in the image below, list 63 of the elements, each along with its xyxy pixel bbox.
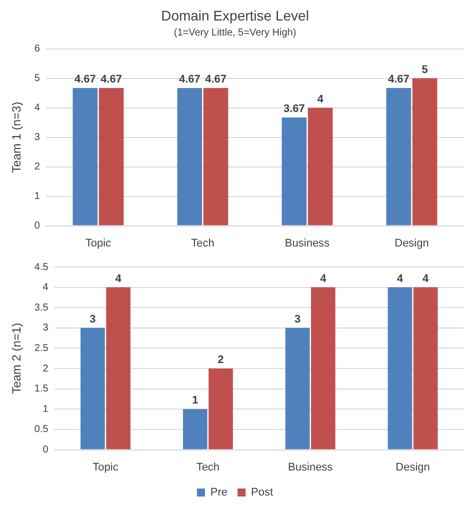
- bar: [413, 287, 438, 450]
- bar: [311, 287, 336, 450]
- data-label: 5: [422, 64, 428, 76]
- data-label: 4: [317, 93, 324, 106]
- y-tick-label: 1: [34, 191, 40, 202]
- data-label: 3: [294, 313, 301, 326]
- data-label: 4.67: [178, 74, 200, 86]
- data-label: 4: [422, 272, 430, 285]
- x-tick-label: Design: [396, 461, 430, 474]
- bar: [72, 88, 98, 226]
- legend-label: Pre: [210, 486, 228, 499]
- bar: [208, 368, 233, 450]
- data-label: 1: [192, 394, 198, 407]
- y-tick-label: 6: [34, 44, 40, 55]
- y-tick-label: 4.5: [34, 262, 49, 273]
- chart-subtitle: (1=Very Little, 5=Very High): [174, 28, 296, 39]
- y-tick-label: 4: [34, 102, 40, 114]
- x-tick-label: Business: [288, 461, 334, 474]
- data-label: 4: [320, 272, 328, 285]
- bar: [285, 328, 310, 450]
- y-tick-label: 3.5: [34, 302, 49, 314]
- x-tick-label: Design: [394, 237, 429, 250]
- bar: [282, 118, 307, 226]
- y-tick-label: 1: [42, 404, 49, 415]
- data-label: 4: [115, 272, 122, 285]
- x-tick-label: Tech: [191, 237, 214, 250]
- x-tick-label: Topic: [92, 461, 119, 474]
- data-label: 4.67: [74, 74, 96, 86]
- x-tick-label: Business: [284, 237, 330, 250]
- data-label: 4.67: [100, 74, 122, 86]
- data-label: 4: [396, 272, 404, 285]
- bar: [308, 108, 333, 226]
- y-tick-label: 1.5: [34, 384, 49, 395]
- y-tick-label: 2.5: [34, 342, 49, 354]
- legend-label: Post: [251, 486, 274, 499]
- x-tick-label: Tech: [196, 461, 220, 474]
- x-tick-label: Topic: [85, 237, 112, 250]
- y-tick-label: 5: [34, 73, 40, 84]
- bar: [98, 88, 124, 226]
- data-label: 2: [218, 354, 224, 366]
- bar: [106, 287, 130, 450]
- y-tick-label: 0: [34, 220, 40, 232]
- bar: [386, 88, 412, 226]
- y-tick-label: 0: [42, 444, 49, 456]
- data-label: 4.67: [388, 74, 410, 86]
- y-tick-label: 3: [42, 322, 49, 334]
- y-tick-label: 2: [42, 363, 49, 374]
- data-label: 3.67: [283, 103, 305, 116]
- bar: [177, 88, 202, 226]
- bar: [203, 88, 228, 226]
- bar: [412, 78, 438, 226]
- chart-title: Domain Expertise Level: [161, 7, 309, 24]
- y-tick-label: 0.5: [34, 424, 49, 436]
- y-tick-label: 3: [34, 132, 40, 144]
- bar: [80, 328, 105, 450]
- data-label: 3: [90, 313, 96, 326]
- bar: [388, 287, 412, 450]
- y-tick-label: 2: [34, 162, 40, 173]
- data-label: 4.67: [205, 74, 226, 86]
- y-axis-title: Team 1 (n=3): [10, 102, 24, 173]
- y-axis-title: Team 2 (n=1): [10, 322, 24, 394]
- bar: [182, 409, 208, 450]
- y-tick-label: 4: [42, 282, 49, 294]
